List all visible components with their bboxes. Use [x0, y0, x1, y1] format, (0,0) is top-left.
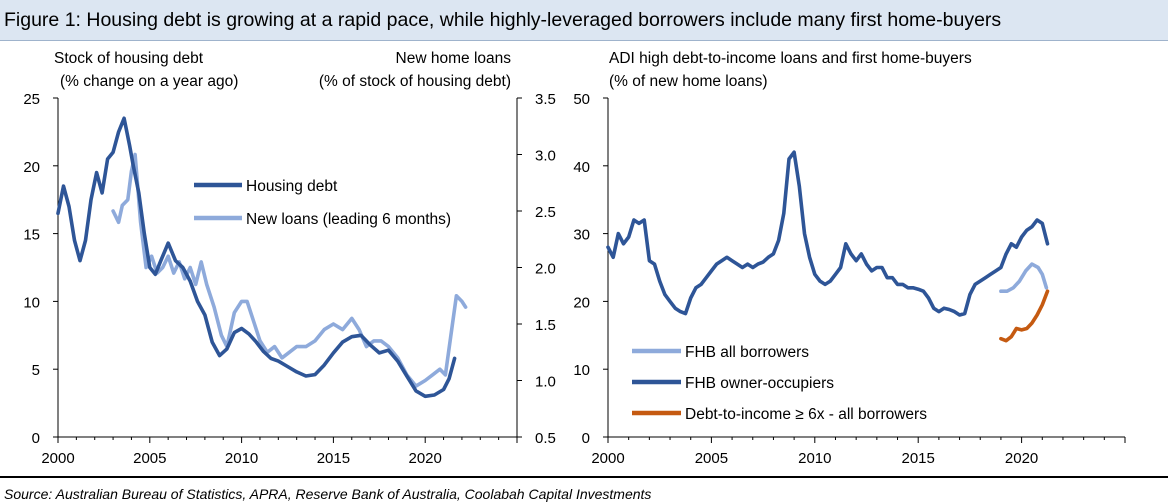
legend-fhb-owner-occupiers-label: FHB owner-occupiers [685, 375, 834, 392]
right-axis-title-line1: New home loans [396, 50, 512, 67]
left-chart-y-tick-label: 15 [23, 227, 40, 244]
housing-debt-line [56, 116, 457, 399]
left-chart-y2-tick-label: 2.5 [535, 204, 556, 221]
right-chart-x-tick-label: 2005 [695, 450, 728, 467]
left-chart-x-tick-label: 2020 [409, 450, 442, 467]
right-chart-y-tick-label: 50 [573, 91, 590, 108]
fhb-owner-occupiers-line [606, 150, 1050, 317]
right-chart-y-tick-label: 40 [573, 159, 590, 176]
left-chart-y-tick-label: 0 [32, 430, 40, 447]
left-chart-y-tick-label: 25 [23, 91, 40, 108]
legend-fhb-all-label: FHB all borrowers [685, 344, 809, 361]
left-chart-x-tick-label: 2015 [317, 450, 350, 467]
figure-title: Figure 1: Housing debt is growing at a r… [4, 9, 1002, 31]
right-chart-x-tick-label: 2010 [798, 450, 831, 467]
left-axis-title-line2: (% change on a year ago) [60, 73, 238, 90]
right-chart-title-line2: (% of new home loans) [609, 73, 768, 90]
left-chart-y-tick-label: 10 [23, 294, 40, 311]
right-chart-y-tick-label: 20 [573, 294, 590, 311]
left-chart-x-tick-label: 2005 [133, 450, 166, 467]
right-chart-y-tick-label: 10 [573, 362, 590, 379]
left-chart-x-tick-label: 2010 [225, 450, 258, 467]
legend-new-loans-label: New loans (leading 6 months) [246, 211, 451, 228]
left-chart-y2-tick-label: 2.0 [535, 261, 556, 278]
right-chart-title-line1: ADI high debt-to-income loans and first … [609, 50, 972, 67]
right-axis-title-line2: (% of stock of housing debt) [319, 73, 511, 90]
right-chart-y-tick-label: 30 [573, 227, 590, 244]
dti-6x-line [999, 289, 1050, 343]
left-axis-title-line1: Stock of housing debt [54, 50, 204, 67]
left-chart-y2-tick-label: 0.5 [535, 430, 556, 447]
left-chart-y-tick-label: 20 [23, 159, 40, 176]
legend-housing-debt-label: Housing debt [246, 178, 338, 195]
right-chart-y-tick-label: 0 [582, 430, 590, 447]
left-chart-x-tick-label: 2000 [41, 450, 74, 467]
legend-dti-6x-label: Debt-to-income ≥ 6x - all borrowers [685, 406, 927, 423]
source-note: Source: Australian Bureau of Statistics,… [4, 486, 652, 502]
right-chart-x-tick-label: 2015 [902, 450, 935, 467]
fhb-all-borrowers-line [999, 262, 1049, 293]
right-chart-x-tick-label: 2000 [591, 450, 624, 467]
left-chart-y2-tick-label: 3.5 [535, 91, 556, 108]
figure-charts: 0 5 10 15 20 25 0.5 1.0 1.5 2.0 2.5 3.0 3.5 2000 2005 2… [23, 50, 1126, 467]
right-chart-x-tick-label: 2020 [1005, 450, 1038, 467]
left-chart-y2-tick-label: 1.5 [535, 317, 556, 334]
source-divider [0, 476, 1168, 478]
left-chart-y-tick-label: 5 [32, 362, 40, 379]
left-chart-y2-tick-label: 1.0 [535, 374, 556, 391]
left-chart-y2-tick-label: 3.0 [535, 148, 556, 165]
figure-title-bar: Figure 1: Housing debt is growing at a r… [0, 0, 1168, 41]
